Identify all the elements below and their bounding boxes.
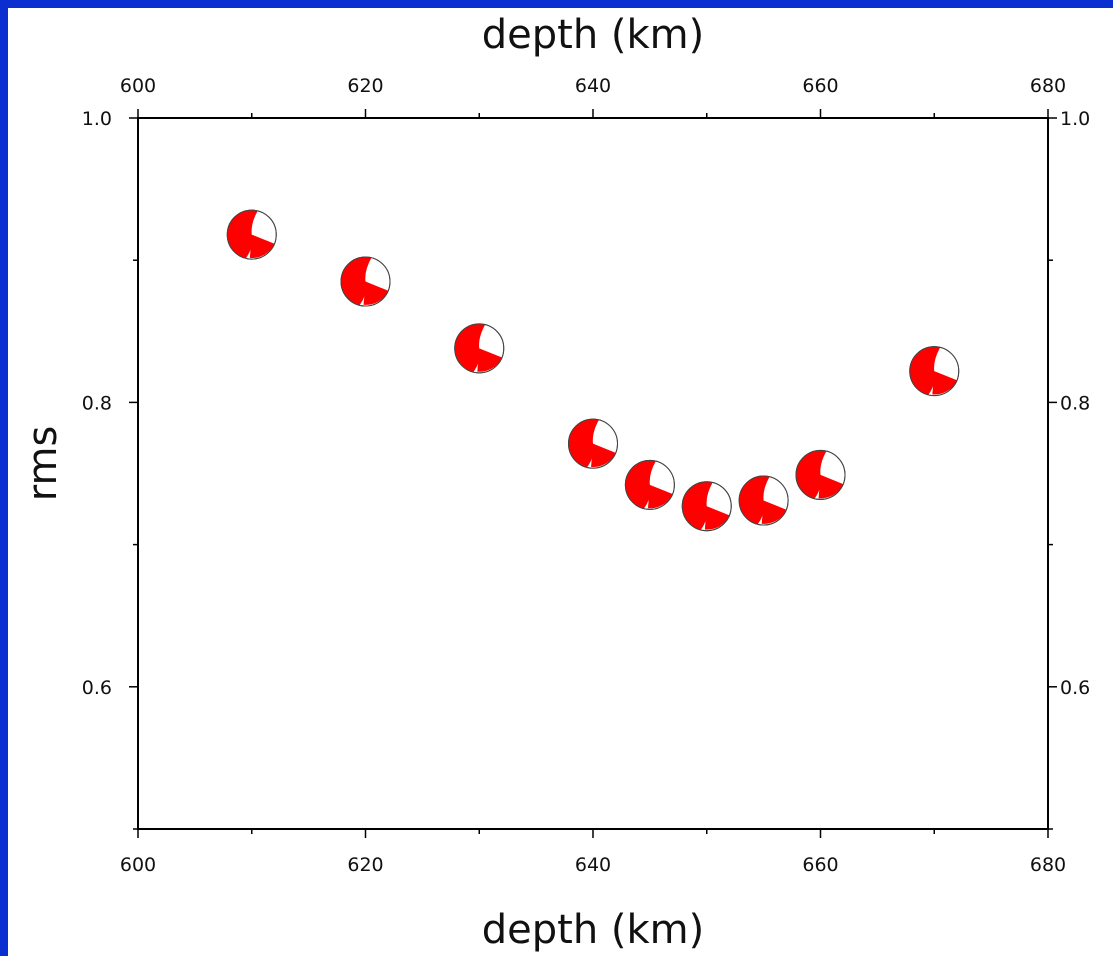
x-tick-label-bottom: 620 [347, 854, 383, 876]
x-tick-label-bottom: 660 [802, 854, 838, 876]
x-axis-title-bottom: depth (km) [482, 907, 704, 953]
compressional-quadrant [454, 323, 486, 373]
beachball-marker [340, 256, 391, 307]
beachball-rim [454, 323, 505, 374]
compressional-quadrant [625, 460, 656, 509]
compressional-sliver [932, 371, 957, 395]
beachball-marker [795, 449, 846, 500]
y-tick-label-left: 1.0 [82, 108, 112, 130]
y-tick-label-left: 0.6 [82, 677, 112, 699]
x-tick-label-top: 660 [802, 75, 838, 97]
beachball-marker [624, 459, 675, 510]
x-tick-label-top: 620 [347, 75, 383, 97]
beachball-marker [909, 346, 960, 397]
y-axis-title: rms [20, 426, 66, 502]
beachball-marker [454, 323, 505, 374]
y-tick-label-right: 1.0 [1060, 108, 1090, 130]
beachball-rim [340, 256, 391, 307]
compressional-sliver [704, 506, 730, 530]
x-tick-label-bottom: 600 [120, 854, 156, 876]
compressional-sliver [249, 234, 275, 258]
compressional-quadrant [682, 481, 713, 530]
beachball-marker [738, 475, 789, 526]
x-tick-label-top: 640 [575, 75, 611, 97]
x-axis-title-top: depth (km) [482, 12, 704, 58]
compressional-quadrant [568, 419, 599, 468]
beachball-rim [568, 418, 618, 469]
y-tick-label-right: 0.8 [1060, 392, 1090, 414]
chart-area: 600 600 620 620 640 640 660 660 680 680 0.6 0.6 0.8 0… [8, 8, 1113, 956]
beachball-marker [681, 481, 732, 532]
compressional-quadrant [796, 450, 827, 499]
beachball-marker [568, 418, 618, 469]
compressional-quadrant [739, 476, 770, 525]
beachball-rim [738, 475, 789, 526]
compressional-sliver [477, 348, 502, 372]
beachball-rim [909, 346, 960, 397]
beachball-rim [226, 209, 277, 260]
beachball-marker [226, 209, 277, 260]
x-tick-label-top: 680 [1030, 75, 1066, 97]
compressional-sliver [818, 474, 844, 499]
compressional-sliver [761, 500, 787, 524]
beachball-rim [795, 449, 846, 500]
y-tick-label-left: 0.8 [82, 392, 112, 414]
x-tick-label-bottom: 680 [1030, 854, 1066, 876]
compressional-sliver [591, 443, 616, 468]
x-tick-label-top: 600 [120, 75, 156, 97]
compressional-quadrant [227, 210, 258, 259]
compressional-sliver [647, 484, 673, 509]
compressional-quadrant [909, 346, 941, 395]
rms-vs-depth-chart: 600 600 620 620 640 640 660 660 680 680 0.6 0.6 0.8 0… [20, 12, 1090, 953]
y-tick-label-right: 0.6 [1060, 677, 1090, 699]
compressional-quadrant [341, 257, 372, 306]
x-tick-label-bottom: 640 [575, 854, 611, 876]
beachball-rim [681, 481, 732, 532]
compressional-sliver [363, 281, 389, 305]
beachball-rim [624, 459, 675, 510]
